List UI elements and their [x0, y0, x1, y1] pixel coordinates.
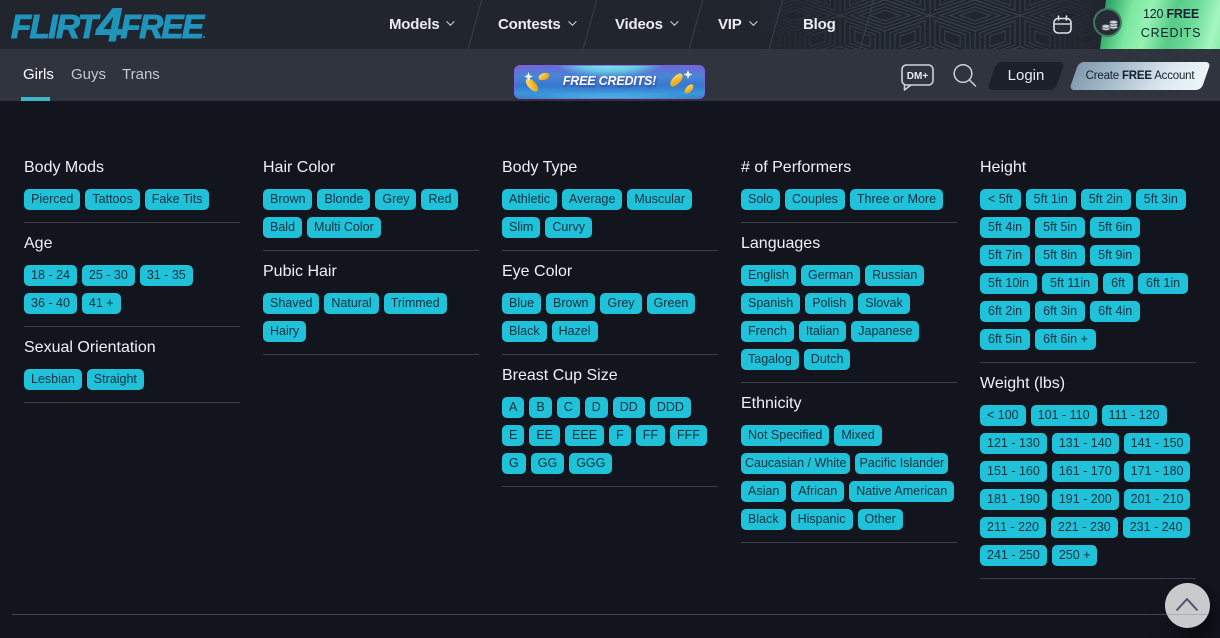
svg-text:DM+: DM+ [907, 71, 929, 82]
